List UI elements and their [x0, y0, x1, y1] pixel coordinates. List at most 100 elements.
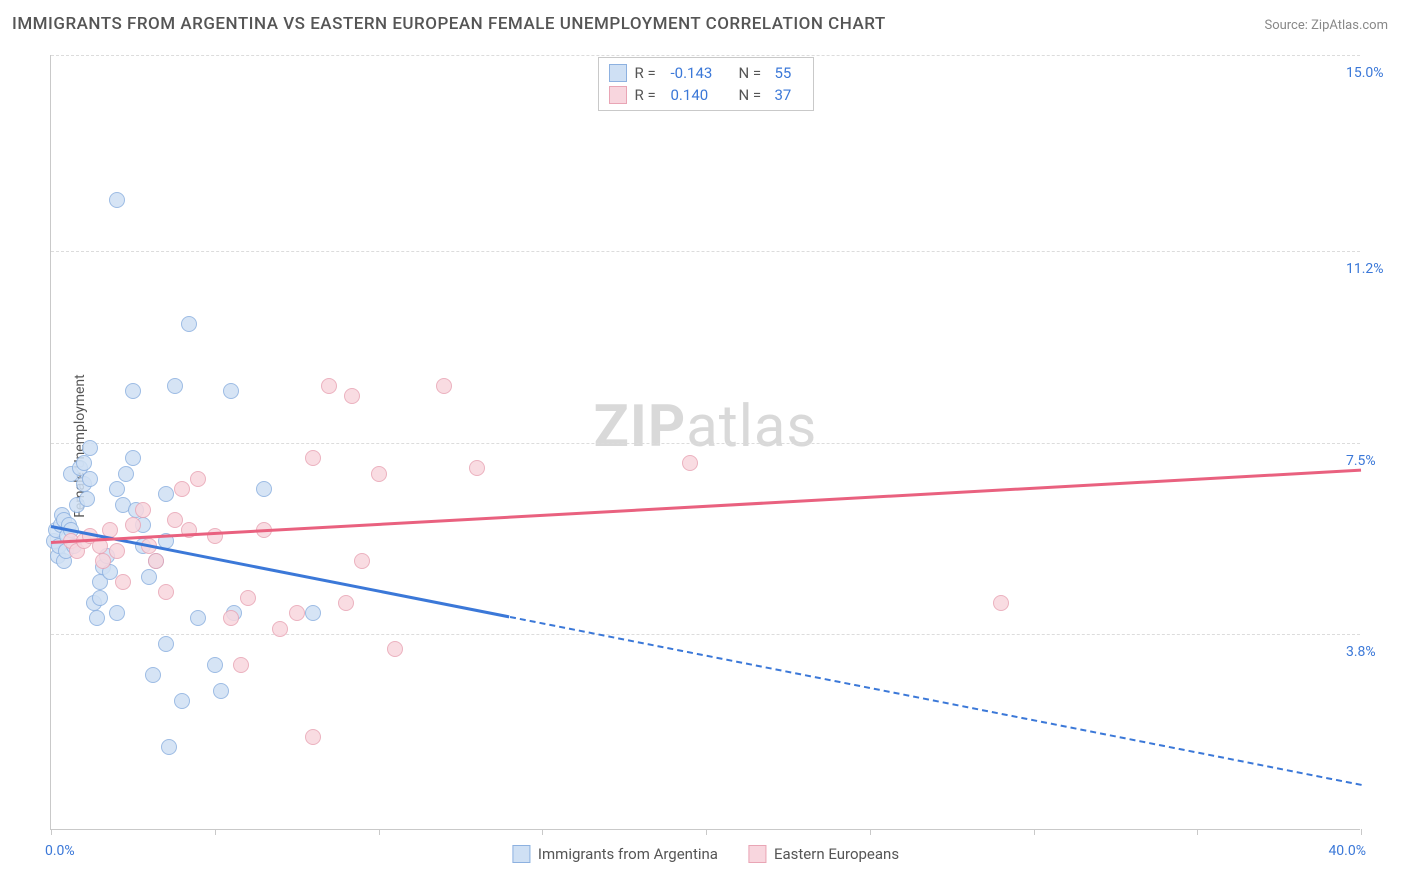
x-tick [1361, 829, 1362, 835]
n-value: 37 [775, 84, 803, 106]
gridline [51, 443, 1360, 444]
legend-item-argentina: Immigrants from Argentina [512, 845, 718, 863]
data-point [436, 378, 452, 394]
x-tick [542, 829, 543, 835]
x-tick [1197, 829, 1198, 835]
data-point [993, 595, 1009, 611]
gridline [51, 251, 1360, 252]
data-point [321, 378, 337, 394]
data-point [256, 481, 272, 497]
chart-title: IMMIGRANTS FROM ARGENTINA VS EASTERN EUR… [12, 14, 886, 34]
data-point [240, 590, 256, 606]
gridline [51, 634, 1360, 635]
gridline [51, 55, 1360, 56]
data-point [82, 440, 98, 456]
data-point [92, 590, 108, 606]
data-point [109, 192, 125, 208]
r-value: -0.143 [671, 62, 731, 84]
x-tick [1034, 829, 1035, 835]
data-point [190, 471, 206, 487]
y-tick-label: 11.2% [1346, 261, 1406, 277]
swatch-icon [748, 845, 766, 863]
data-point [118, 466, 134, 482]
data-point [82, 471, 98, 487]
data-point [109, 605, 125, 621]
x-tick [51, 829, 52, 835]
swatch-icon [609, 86, 627, 104]
legend-correlation: R = -0.143 N = 55 R = 0.140 N = 37 [598, 57, 814, 111]
n-label: N = [739, 84, 767, 106]
data-point [387, 641, 403, 657]
data-point [233, 657, 249, 673]
data-point [76, 455, 92, 471]
watermark: ZIPatlas [594, 393, 818, 461]
source-attribution: Source: ZipAtlas.com [1264, 18, 1388, 33]
data-point [213, 683, 229, 699]
data-point [305, 450, 321, 466]
data-point [135, 502, 151, 518]
data-point [79, 491, 95, 507]
data-point [338, 595, 354, 611]
data-point [223, 383, 239, 399]
r-label: R = [635, 84, 663, 106]
data-point [289, 605, 305, 621]
data-point [305, 729, 321, 745]
watermark-suffix: atlas [686, 393, 817, 461]
data-point [682, 455, 698, 471]
data-point [158, 636, 174, 652]
swatch-icon [512, 845, 530, 863]
data-point [148, 553, 164, 569]
x-tick [379, 829, 380, 835]
data-point [181, 316, 197, 332]
y-tick-label: 15.0% [1346, 65, 1406, 81]
data-point [109, 543, 125, 559]
data-point [161, 739, 177, 755]
legend-label: Eastern Europeans [774, 845, 899, 863]
data-point [89, 610, 105, 626]
data-point [109, 481, 125, 497]
data-point [354, 553, 370, 569]
data-point [223, 610, 239, 626]
n-label: N = [739, 62, 767, 84]
data-point [125, 517, 141, 533]
r-value: 0.140 [671, 84, 731, 106]
y-tick-label: 3.8% [1346, 644, 1406, 660]
data-point [158, 486, 174, 502]
regression-line [51, 468, 1361, 543]
y-tick-label: 7.5% [1346, 453, 1406, 469]
data-point [190, 610, 206, 626]
legend-row-argentina: R = -0.143 N = 55 [609, 62, 803, 84]
data-point [158, 584, 174, 600]
data-point [141, 569, 157, 585]
regression-line [509, 616, 1361, 786]
legend-item-eastern: Eastern Europeans [748, 845, 899, 863]
n-value: 55 [775, 62, 803, 84]
data-point [174, 693, 190, 709]
legend-row-eastern: R = 0.140 N = 37 [609, 84, 803, 106]
legend-series: Immigrants from Argentina Eastern Europe… [512, 845, 899, 863]
data-point [125, 383, 141, 399]
data-point [272, 621, 288, 637]
legend-label: Immigrants from Argentina [538, 845, 718, 863]
data-point [145, 667, 161, 683]
data-point [344, 388, 360, 404]
x-axis-max: 40.0% [1328, 843, 1366, 859]
chart-plot-area: ZIPatlas R = -0.143 N = 55 R = 0.140 N =… [50, 55, 1360, 830]
r-label: R = [635, 62, 663, 84]
x-axis-min: 0.0% [45, 843, 75, 859]
data-point [95, 553, 111, 569]
data-point [115, 574, 131, 590]
data-point [207, 657, 223, 673]
x-tick [870, 829, 871, 835]
data-point [371, 466, 387, 482]
data-point [125, 450, 141, 466]
data-point [167, 378, 183, 394]
data-point [207, 528, 223, 544]
x-tick [706, 829, 707, 835]
data-point [305, 605, 321, 621]
x-tick [215, 829, 216, 835]
swatch-icon [609, 64, 627, 82]
data-point [469, 460, 485, 476]
watermark-prefix: ZIP [594, 393, 687, 461]
data-point [174, 481, 190, 497]
